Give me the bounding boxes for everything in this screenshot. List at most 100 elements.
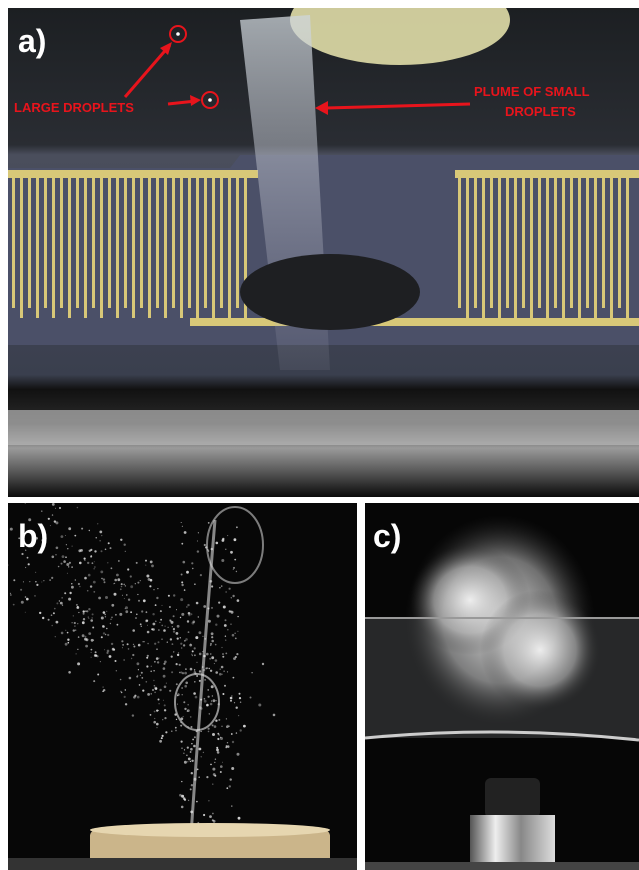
texture bbox=[74, 622, 76, 624]
texture bbox=[124, 178, 127, 308]
texture bbox=[184, 708, 186, 710]
texture bbox=[183, 701, 185, 703]
texture bbox=[65, 556, 67, 558]
texture bbox=[117, 578, 120, 581]
texture bbox=[77, 649, 78, 650]
texture bbox=[204, 544, 206, 546]
texture bbox=[198, 616, 199, 617]
texture bbox=[68, 178, 71, 318]
texture bbox=[182, 672, 184, 674]
texture bbox=[174, 628, 175, 629]
texture bbox=[82, 621, 85, 624]
texture bbox=[212, 178, 215, 318]
texture bbox=[221, 726, 222, 727]
texture bbox=[179, 664, 181, 666]
texture bbox=[233, 567, 235, 569]
texture bbox=[93, 591, 95, 593]
texture bbox=[227, 629, 229, 631]
texture bbox=[232, 634, 235, 637]
texture bbox=[222, 538, 224, 540]
texture bbox=[121, 586, 123, 588]
texture bbox=[173, 651, 174, 652]
texture bbox=[236, 653, 238, 655]
texture bbox=[215, 659, 218, 662]
texture bbox=[145, 565, 146, 566]
texture bbox=[171, 731, 172, 732]
texture bbox=[209, 658, 211, 660]
texture bbox=[137, 696, 140, 699]
texture bbox=[160, 610, 162, 612]
texture bbox=[602, 178, 605, 308]
texture bbox=[198, 532, 199, 533]
texture bbox=[199, 653, 202, 656]
texture bbox=[62, 597, 63, 598]
texture bbox=[27, 557, 29, 559]
texture bbox=[110, 623, 111, 624]
texture bbox=[145, 620, 148, 623]
texture bbox=[147, 625, 148, 626]
texture bbox=[78, 612, 79, 613]
texture bbox=[146, 665, 148, 667]
texture bbox=[141, 610, 143, 612]
texture bbox=[197, 550, 199, 552]
texture bbox=[626, 178, 629, 318]
texture bbox=[187, 747, 189, 749]
texture bbox=[166, 683, 167, 684]
texture bbox=[140, 580, 141, 581]
texture bbox=[184, 672, 187, 675]
texture bbox=[160, 619, 162, 621]
texture bbox=[184, 589, 186, 591]
texture bbox=[85, 645, 88, 648]
texture bbox=[92, 613, 94, 615]
texture bbox=[52, 556, 55, 559]
texture bbox=[225, 636, 226, 637]
texture bbox=[142, 641, 143, 642]
texture bbox=[236, 571, 237, 572]
texture bbox=[466, 178, 469, 318]
texture bbox=[67, 548, 68, 549]
texture bbox=[90, 549, 92, 551]
texture bbox=[226, 718, 227, 719]
texture bbox=[225, 549, 226, 550]
texture bbox=[570, 178, 573, 308]
texture bbox=[176, 663, 178, 665]
texture bbox=[240, 729, 242, 731]
texture bbox=[106, 628, 108, 630]
texture bbox=[152, 628, 155, 631]
texture bbox=[182, 694, 183, 695]
texture bbox=[482, 178, 485, 318]
texture bbox=[200, 731, 201, 732]
texture bbox=[243, 725, 246, 728]
texture bbox=[186, 571, 189, 574]
texture bbox=[145, 560, 147, 562]
texture bbox=[211, 685, 214, 688]
texture bbox=[190, 716, 192, 718]
texture bbox=[79, 586, 81, 588]
panel-label: b) bbox=[18, 518, 48, 554]
texture bbox=[235, 638, 237, 640]
texture bbox=[125, 703, 127, 705]
texture bbox=[191, 772, 193, 774]
texture bbox=[220, 737, 221, 738]
texture bbox=[67, 639, 69, 641]
texture bbox=[233, 569, 234, 570]
texture bbox=[101, 636, 103, 638]
texture bbox=[204, 698, 206, 700]
texture bbox=[52, 503, 55, 506]
texture bbox=[240, 702, 241, 703]
texture bbox=[192, 568, 193, 569]
texture bbox=[187, 604, 189, 606]
texture bbox=[180, 617, 181, 618]
texture bbox=[150, 561, 153, 564]
texture bbox=[103, 611, 106, 614]
texture bbox=[182, 526, 183, 527]
texture bbox=[88, 608, 90, 610]
texture bbox=[237, 753, 240, 756]
texture bbox=[209, 713, 210, 714]
texture bbox=[111, 604, 114, 607]
texture bbox=[13, 579, 15, 581]
panel-c bbox=[365, 503, 639, 870]
texture bbox=[105, 549, 107, 551]
panel-label: c) bbox=[373, 518, 401, 554]
texture bbox=[215, 759, 216, 760]
